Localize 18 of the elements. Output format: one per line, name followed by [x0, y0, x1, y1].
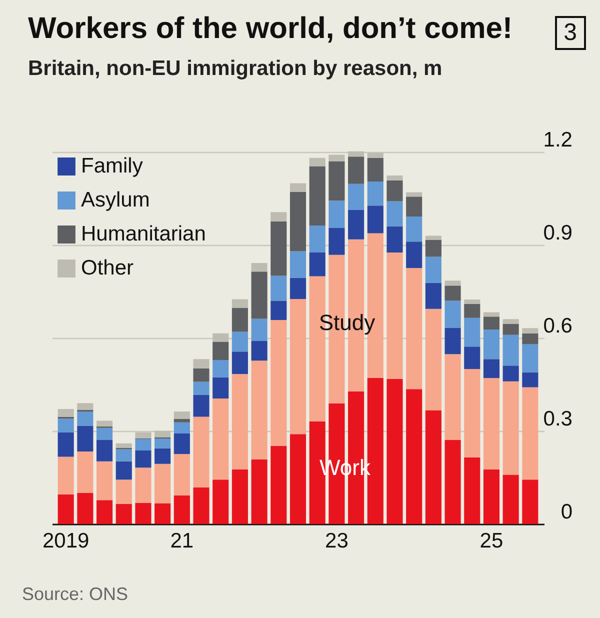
source-note: Source: ONS — [22, 584, 128, 605]
legend-label: Humanitarian — [81, 222, 206, 246]
y-tick-label: 0.3 — [543, 408, 572, 430]
y-tick-label: 0 — [560, 500, 572, 524]
y-tick-label: 0.9 — [543, 222, 572, 244]
chart-subtitle: Britain, non-EU immigration by reason, m — [28, 57, 442, 80]
legend-label: Family — [81, 154, 144, 178]
x-tick-label: 23 — [325, 530, 348, 552]
x-tick-label: 2019 — [42, 530, 90, 552]
legend-label: Other — [81, 256, 134, 280]
y-tick-label: 1.2 — [543, 128, 572, 152]
text: 3 — [554, 16, 586, 50]
chart-title: Workers of the world, don’t come! — [28, 12, 512, 45]
legend-label: Asylum — [81, 188, 150, 212]
x-tick-label: 25 — [480, 530, 504, 552]
annotation: Study — [318, 310, 376, 336]
y-tick-label: 0.6 — [543, 314, 572, 338]
x-tick-label: 21 — [170, 530, 194, 552]
